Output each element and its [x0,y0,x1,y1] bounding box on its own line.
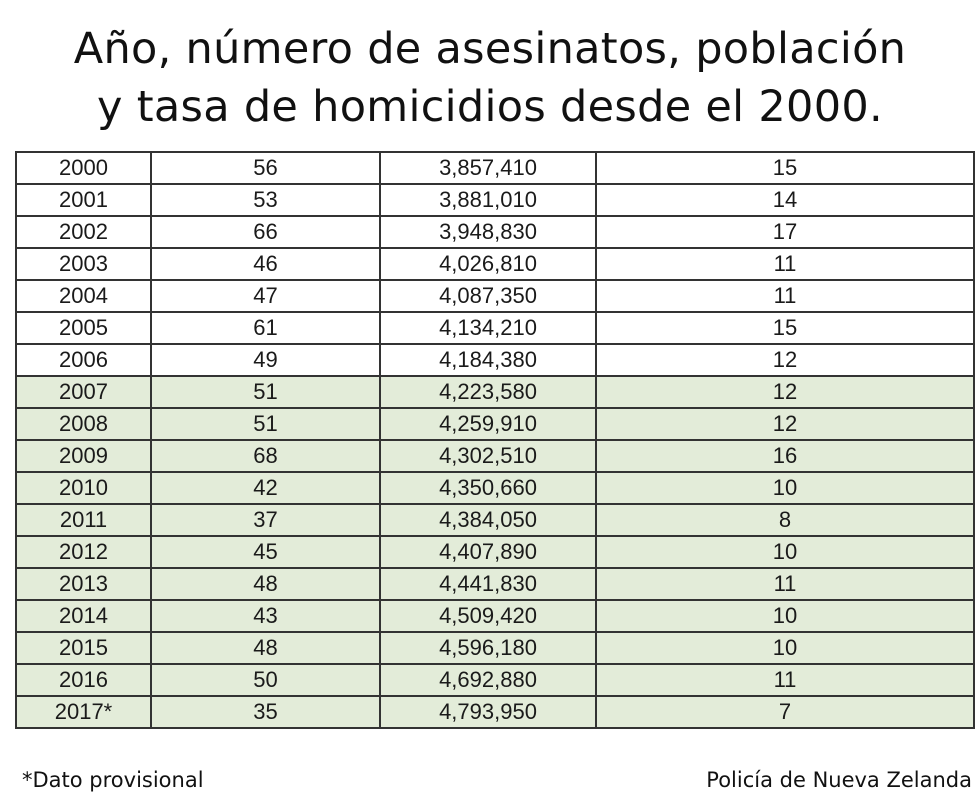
rate-cell: 12 [595,375,975,409]
rate-cell: 10 [595,471,975,505]
population-cell: 3,857,410 [379,151,597,185]
rate-cell: 10 [595,631,975,665]
murders-cell: 47 [150,279,381,313]
population-cell: 3,948,830 [379,215,597,249]
rate-cell: 11 [595,247,975,281]
population-cell: 4,441,830 [379,567,597,601]
page-title: Año, número de asesinatos, población y t… [0,20,980,136]
table-row: 2016 50 4,692,880 11 [15,663,975,697]
year-cell: 2012 [15,535,152,569]
year-cell: 2003 [15,247,152,281]
table-row: 2010 42 4,350,660 10 [15,471,975,505]
year-cell: 2006 [15,343,152,377]
title-line-1: Año, número de asesinatos, población [73,24,907,74]
year-cell: 2004 [15,279,152,313]
year-cell: 2017* [15,695,152,729]
table-row: 2005 61 4,134,210 15 [15,311,975,345]
rate-cell: 11 [595,279,975,313]
murders-cell: 45 [150,535,381,569]
population-cell: 4,407,890 [379,535,597,569]
rate-cell: 15 [595,151,975,185]
rate-cell: 11 [595,567,975,601]
table-row: 2013 48 4,441,830 11 [15,567,975,601]
homicide-table-container: 2000 56 3,857,410 15 2001 53 3,881,010 14 2002 66… [15,151,975,729]
murders-cell: 61 [150,311,381,345]
murders-cell: 53 [150,183,381,217]
population-cell: 4,259,910 [379,407,597,441]
murders-cell: 48 [150,631,381,665]
year-cell: 2010 [15,471,152,505]
murders-cell: 68 [150,439,381,473]
population-cell: 4,184,380 [379,343,597,377]
year-cell: 2001 [15,183,152,217]
table-row: 2006 49 4,184,380 12 [15,343,975,377]
murders-cell: 49 [150,343,381,377]
rate-cell: 12 [595,407,975,441]
population-cell: 4,026,810 [379,247,597,281]
murders-cell: 48 [150,567,381,601]
year-cell: 2000 [15,151,152,185]
rate-cell: 10 [595,599,975,633]
year-cell: 2002 [15,215,152,249]
population-cell: 4,134,210 [379,311,597,345]
murders-cell: 56 [150,151,381,185]
rate-cell: 10 [595,535,975,569]
population-cell: 4,793,950 [379,695,597,729]
table-row: 2017* 35 4,793,950 7 [15,695,975,729]
table-row: 2014 43 4,509,420 10 [15,599,975,633]
table-row: 2008 51 4,259,910 12 [15,407,975,441]
year-cell: 2011 [15,503,152,537]
year-cell: 2005 [15,311,152,345]
rate-cell: 17 [595,215,975,249]
rate-cell: 11 [595,663,975,697]
rate-cell: 7 [595,695,975,729]
table-row: 2000 56 3,857,410 15 [15,151,975,185]
provisional-note: *Dato provisional [22,768,204,792]
population-cell: 4,087,350 [379,279,597,313]
population-cell: 4,692,880 [379,663,597,697]
table-row: 2004 47 4,087,350 11 [15,279,975,313]
population-cell: 4,302,510 [379,439,597,473]
murders-cell: 51 [150,407,381,441]
year-cell: 2013 [15,567,152,601]
murders-cell: 51 [150,375,381,409]
table-row: 2015 48 4,596,180 10 [15,631,975,665]
table-row: 2007 51 4,223,580 12 [15,375,975,409]
rate-cell: 14 [595,183,975,217]
homicide-table: 2000 56 3,857,410 15 2001 53 3,881,010 14 2002 66… [15,151,975,729]
table-row: 2009 68 4,302,510 16 [15,439,975,473]
rate-cell: 8 [595,503,975,537]
table-row: 2002 66 3,948,830 17 [15,215,975,249]
population-cell: 4,596,180 [379,631,597,665]
rate-cell: 12 [595,343,975,377]
title-line-2: y tasa de homicidios desde el 2000. [96,82,883,132]
population-cell: 4,350,660 [379,471,597,505]
population-cell: 3,881,010 [379,183,597,217]
population-cell: 4,384,050 [379,503,597,537]
murders-cell: 50 [150,663,381,697]
murders-cell: 37 [150,503,381,537]
murders-cell: 66 [150,215,381,249]
murders-cell: 46 [150,247,381,281]
year-cell: 2008 [15,407,152,441]
population-cell: 4,509,420 [379,599,597,633]
population-cell: 4,223,580 [379,375,597,409]
table-row: 2001 53 3,881,010 14 [15,183,975,217]
table-row: 2003 46 4,026,810 11 [15,247,975,281]
murders-cell: 35 [150,695,381,729]
murders-cell: 43 [150,599,381,633]
year-cell: 2009 [15,439,152,473]
source-credit: Policía de Nueva Zelanda [706,768,972,792]
rate-cell: 16 [595,439,975,473]
year-cell: 2007 [15,375,152,409]
table-row: 2011 37 4,384,050 8 [15,503,975,537]
year-cell: 2014 [15,599,152,633]
table-row: 2012 45 4,407,890 10 [15,535,975,569]
year-cell: 2016 [15,663,152,697]
table-body: 2000 56 3,857,410 15 2001 53 3,881,010 14 2002 66… [15,151,975,729]
year-cell: 2015 [15,631,152,665]
rate-cell: 15 [595,311,975,345]
murders-cell: 42 [150,471,381,505]
